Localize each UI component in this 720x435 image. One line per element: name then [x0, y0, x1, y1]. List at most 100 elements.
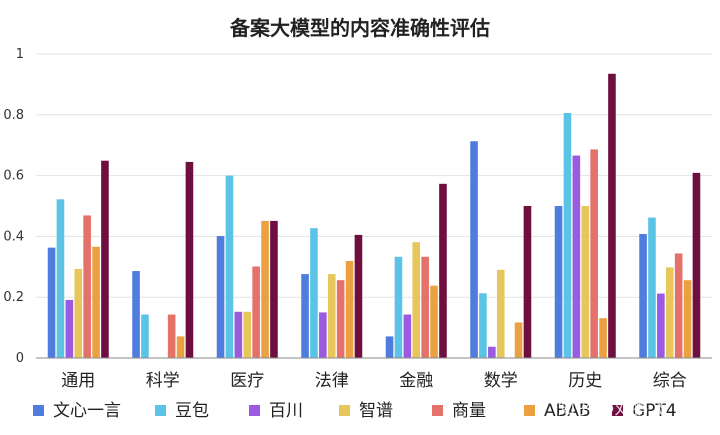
x-axis-ticks: 通用 科学 医疗 法律 金融 数学 历史 综合 [61, 371, 687, 391]
bar [74, 268, 83, 358]
bar [261, 220, 269, 358]
legend-item: 文心一言 [33, 401, 121, 421]
bar [270, 220, 278, 358]
legend-swatch [155, 405, 166, 416]
bar [581, 206, 590, 358]
bar [310, 228, 318, 358]
bar [141, 314, 149, 358]
bar-group-7 [639, 172, 701, 358]
bar [354, 234, 363, 358]
bar [403, 314, 412, 358]
y-tick-label: 1 [16, 47, 24, 62]
bar [421, 256, 429, 358]
bar [225, 175, 234, 358]
bar [692, 172, 701, 358]
legend-label: ABAB [544, 401, 591, 421]
bar [599, 318, 607, 358]
bar [65, 299, 74, 358]
bar [479, 293, 487, 358]
x-tick-label: 金融 [399, 371, 433, 391]
legend-swatch [432, 405, 443, 416]
bar [439, 183, 447, 358]
bar [176, 336, 185, 358]
bar-group-4 [385, 183, 447, 358]
x-tick-label: 综合 [653, 371, 687, 391]
legend-label: 智谱 [359, 401, 393, 421]
watermark-text: 知乎 @刘鹏飞 [558, 399, 665, 419]
bar-group-2 [216, 175, 278, 358]
bar [554, 206, 563, 358]
bar [430, 285, 438, 358]
legend-swatch [339, 405, 350, 416]
x-tick-label: 数学 [484, 371, 518, 391]
bar-group-3 [301, 228, 363, 358]
legend-swatch [33, 405, 44, 416]
bar [101, 160, 109, 358]
bar [608, 73, 616, 358]
legend-label: 文心一言 [53, 401, 121, 421]
x-tick-label: 法律 [315, 371, 349, 391]
legend-item: ABAB [524, 401, 591, 421]
bar [674, 253, 683, 358]
bar [488, 346, 496, 358]
bar [234, 311, 243, 358]
bar [301, 274, 309, 358]
bar [216, 236, 225, 358]
bar [590, 149, 598, 358]
bar-group-1 [132, 161, 194, 358]
y-tick-label: 0.2 [3, 290, 24, 305]
legend-label: 豆包 [175, 401, 209, 421]
legend-label: 商量 [452, 401, 486, 421]
bar [47, 247, 56, 358]
legend-label: 百川 [269, 401, 303, 421]
bar-group-6 [554, 73, 616, 358]
bar-group-5 [470, 141, 532, 358]
x-tick-label: 通用 [61, 371, 95, 391]
x-tick-label: 历史 [568, 371, 602, 391]
watermark: 知乎 @刘鹏飞 [558, 399, 665, 419]
bar [496, 269, 505, 358]
bar-group-0 [47, 160, 109, 358]
bar [185, 161, 194, 358]
y-tick-label: 0.4 [3, 229, 24, 244]
bar [572, 155, 581, 358]
legend-item: 智谱 [339, 401, 393, 421]
bar [252, 266, 260, 358]
legend-item: 商量 [432, 401, 486, 421]
legend-item: 百川 [249, 401, 303, 421]
bar [412, 242, 421, 358]
bar [83, 215, 91, 358]
legend: 文心一言 豆包 百川 智谱 商量 ABAB GPT4 [33, 401, 677, 421]
bar [336, 280, 345, 358]
y-tick-label: 0.8 [3, 108, 24, 123]
bar [92, 246, 100, 358]
bar [385, 336, 394, 358]
bar [639, 233, 647, 358]
legend-label: GPT4 [632, 401, 677, 421]
bar [132, 271, 140, 358]
bar [470, 141, 478, 358]
legend-swatch [249, 405, 260, 416]
gridlines [36, 53, 712, 298]
bar [167, 314, 176, 358]
bar [683, 280, 692, 358]
legend-item: GPT4 [612, 401, 677, 421]
bar [319, 312, 327, 358]
legend-swatch [612, 405, 623, 416]
bars [47, 73, 701, 358]
bar [345, 261, 354, 358]
x-tick-label: 科学 [146, 371, 180, 391]
bar [563, 112, 572, 358]
bar [394, 256, 403, 358]
y-axis-ticks: 0 0.2 0.4 0.6 0.8 1 [3, 47, 24, 366]
bar [648, 217, 656, 358]
bar [657, 293, 665, 358]
x-tick-label: 医疗 [230, 371, 264, 391]
bar [243, 311, 252, 358]
bar [56, 199, 65, 358]
chart-title: 备案大模型的内容准确性评估 [229, 16, 490, 40]
y-tick-label: 0.6 [3, 169, 24, 184]
bar [514, 322, 523, 358]
y-tick-label: 0 [16, 351, 24, 366]
